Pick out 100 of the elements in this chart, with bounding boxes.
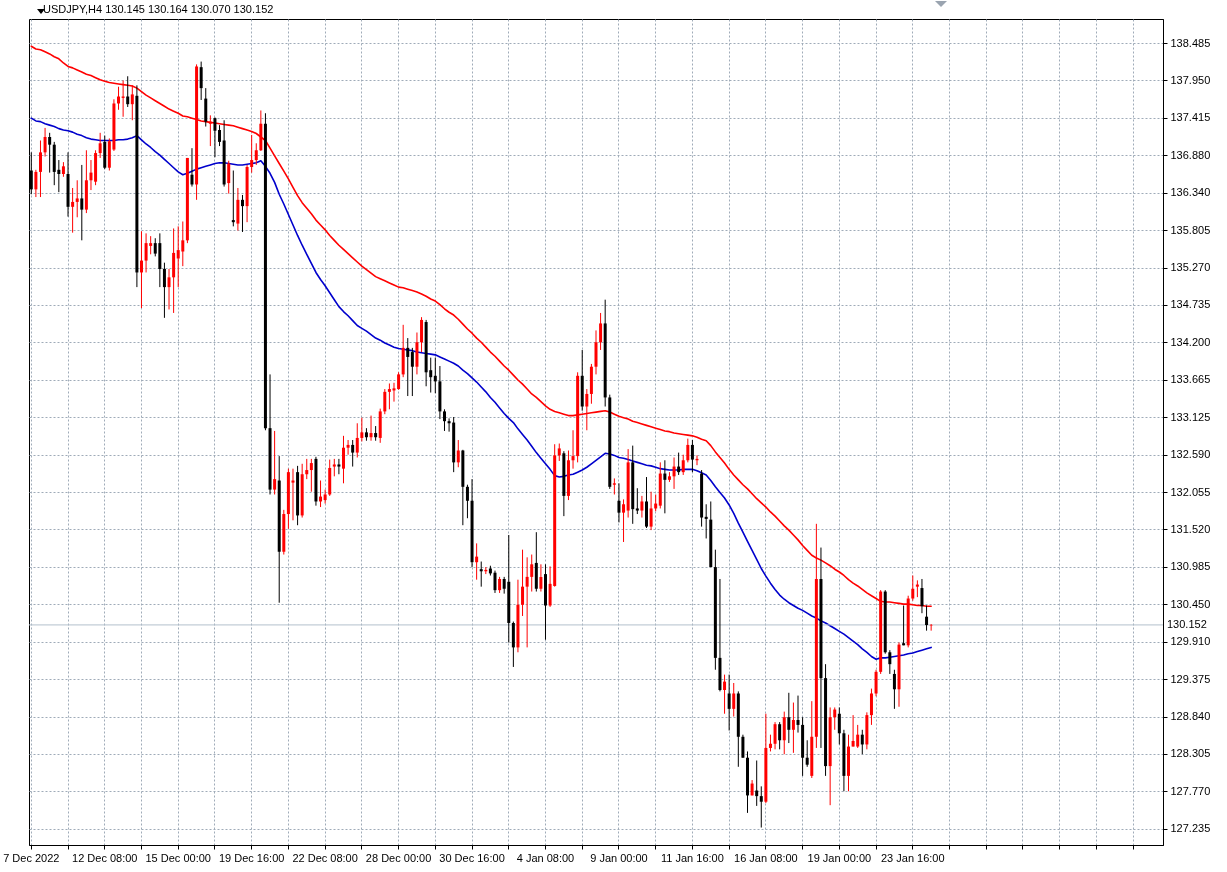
candlestick [250, 134, 254, 174]
candlestick [622, 498, 626, 543]
y-tick-label: 133.665 [1170, 373, 1211, 386]
y-tick-label: 130.985 [1170, 560, 1211, 573]
candlestick [741, 734, 745, 759]
candlestick [787, 692, 791, 744]
x-tick-label: 7 Dec 2022 [3, 851, 60, 864]
y-tick-label: 131.520 [1170, 522, 1211, 535]
y-tick-label: 130.450 [1170, 597, 1211, 610]
candlestick [273, 430, 277, 495]
candlestick [796, 695, 800, 734]
candlestick [479, 561, 483, 588]
candlestick [337, 458, 341, 475]
candlestick [874, 669, 878, 697]
candlestick [663, 459, 667, 514]
y-tick-label: 137.950 [1170, 73, 1211, 86]
y-tick-label: 137.415 [1170, 111, 1211, 124]
y-tick-label: 127.235 [1170, 822, 1211, 835]
candlestick [406, 337, 410, 397]
y-tick-label: 129.375 [1170, 672, 1211, 685]
candlestick [75, 179, 79, 218]
y-tick-label: 135.270 [1170, 261, 1211, 274]
y-tick-label: 136.880 [1170, 148, 1211, 161]
candlestick [144, 232, 148, 273]
x-tick-label: 12 Dec 08:00 [72, 851, 138, 864]
candlestick [34, 169, 38, 198]
candlestick [218, 124, 222, 147]
candlestick [254, 142, 258, 166]
candlestick [856, 724, 860, 749]
candlestick [89, 159, 93, 191]
candlestick [176, 225, 180, 288]
candlestick [465, 484, 469, 519]
x-tick-label: 15 Dec 00:00 [145, 851, 211, 864]
candlestick [617, 482, 621, 523]
candlestick [305, 458, 309, 480]
x-tick-label: 23 Jan 16:00 [880, 851, 945, 864]
candlestick [346, 439, 350, 456]
y-tick-label: 132.590 [1170, 448, 1211, 461]
candlestick [759, 785, 763, 829]
candlestick [71, 187, 75, 234]
candlestick [649, 491, 653, 531]
candlestick [392, 382, 396, 403]
y-tick-label: 138.485 [1170, 36, 1211, 49]
candlestick [48, 132, 52, 174]
candlestick [888, 649, 892, 675]
candlestick [360, 417, 364, 442]
y-tick-label: 134.735 [1170, 298, 1211, 311]
candlestick [43, 127, 47, 158]
candlestick [167, 268, 171, 310]
candlestick [778, 721, 782, 750]
candlestick [309, 458, 313, 493]
candlestick [291, 468, 295, 521]
candlestick [704, 503, 708, 539]
candlestick [410, 347, 414, 397]
candlestick [920, 578, 924, 614]
candlestick [805, 739, 809, 768]
y-tick-label: 135.805 [1170, 223, 1211, 236]
candlestick [98, 132, 102, 159]
candlestick [686, 438, 690, 463]
candlestick [204, 87, 208, 128]
candlestick [599, 312, 603, 351]
candlestick [387, 382, 391, 410]
y-tick-label: 132.055 [1170, 485, 1211, 498]
candlestick [791, 702, 795, 754]
candlestick [231, 170, 235, 227]
candlestick [162, 262, 166, 319]
y-tick-label: 128.305 [1170, 747, 1211, 760]
candlestick [571, 429, 575, 470]
candlestick [447, 417, 451, 433]
candlestick [420, 316, 424, 353]
candlestick [851, 714, 855, 748]
candlestick [181, 220, 185, 267]
x-tick-label: 11 Jan 16:00 [661, 851, 724, 864]
candlestick [727, 674, 731, 731]
candlestick [837, 706, 841, 745]
candlestick [833, 706, 837, 731]
candlestick [126, 75, 130, 108]
x-tick-label: 19 Dec 16:00 [218, 851, 285, 864]
x-tick-label: 22 Dec 08:00 [292, 851, 358, 864]
x-tick-label: 19 Jan 00:00 [807, 851, 872, 864]
candlestick [521, 549, 525, 617]
y-tick-label: 134.200 [1170, 335, 1211, 348]
candlestick [130, 84, 134, 121]
x-tick-label: 16 Jan 08:00 [734, 851, 798, 864]
candlestick [640, 495, 644, 519]
candlestick [383, 388, 387, 415]
y-tick-label: 127.770 [1170, 784, 1211, 797]
candlestick [199, 61, 203, 101]
candlestick [732, 682, 736, 718]
candlestick [213, 116, 217, 158]
candlestick [723, 674, 727, 715]
candlestick [355, 422, 359, 458]
candlestick [585, 388, 589, 431]
candlestick [80, 164, 84, 241]
candlestick [323, 489, 327, 505]
candlestick [240, 194, 244, 233]
candlestick [635, 487, 639, 515]
candlestick [672, 456, 676, 490]
candlestick [456, 439, 460, 468]
candlestick [208, 114, 212, 147]
